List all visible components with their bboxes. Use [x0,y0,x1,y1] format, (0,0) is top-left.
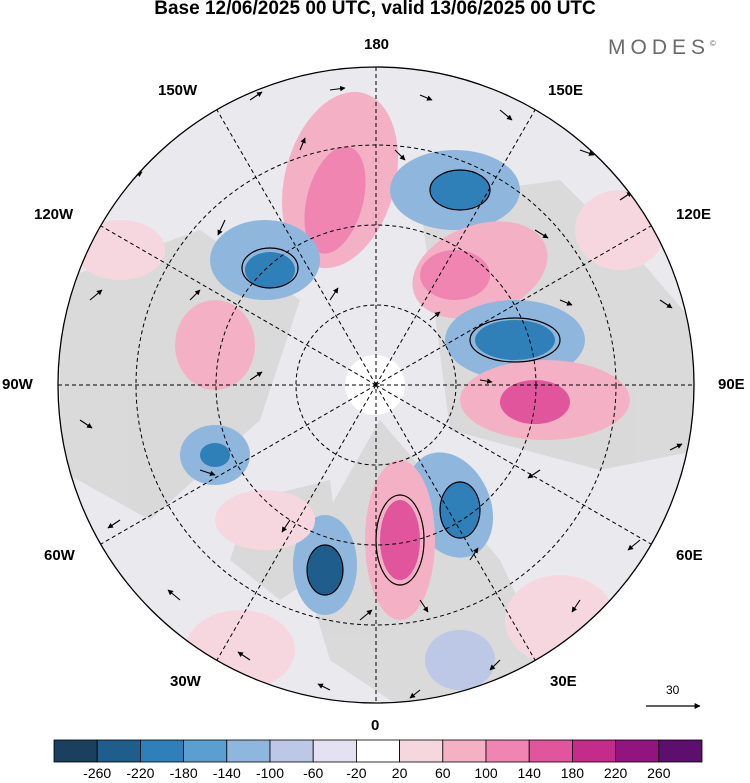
lon-label-30w: 30W [170,673,201,690]
lon-label-120e: 120E [676,206,712,223]
colorbar-swatch [226,739,271,763]
colorbar-swatch [355,739,400,763]
lon-label-90w: 90W [2,376,33,393]
lon-label-90e: 90E [718,376,745,393]
brand-name: MODES [608,36,711,59]
colorbar-tick-label: 140 [517,765,541,781]
colorbar-tick-label: 180 [560,765,585,781]
colorbar-tick-label: -260 [83,765,112,781]
colorbar-tick-label: 260 [647,765,671,781]
colorbar-swatch [528,739,573,763]
colorbar-swatch [572,739,617,763]
colorbar-tick-label: 60 [435,765,451,781]
colorbar-swatch [269,739,314,763]
wind-vectors [79,85,683,699]
colorbar-tick-label: -220 [126,765,155,781]
lon-label-30e: 30E [550,673,577,690]
colorbar-swatch [53,739,98,763]
copyright-mark: © [710,39,716,48]
colorbar-swatch [658,739,703,763]
lon-label-0: 0 [371,717,380,734]
map-title: Base 12/06/2025 00 UTC, valid 13/06/2025… [154,0,596,19]
colorbar-swatch [399,739,444,763]
colorbar-swatch [183,739,228,763]
colorbar-tick-label: -60 [303,765,324,781]
colorbar-swatch [442,739,487,763]
map-disk [58,67,694,703]
lon-label-60w: 60W [44,547,75,564]
colorbar-swatch [485,739,530,763]
reference-vector-label: 30 [666,683,680,697]
colorbar-swatch [96,739,141,763]
disk-border [57,66,695,704]
colorbar-tick-label: 100 [474,765,498,781]
lon-label-60e: 60E [676,547,703,564]
lon-label-180: 180 [364,36,390,53]
colorbar [53,739,703,763]
colorbar-tick-label: 220 [603,765,628,781]
colorbar-swatch [615,739,660,763]
colorbar-tick-label: 20 [391,765,408,781]
lon-label-120w: 120W [34,206,74,223]
colorbar-tick-label: -20 [346,765,367,781]
lon-label-150e: 150E [548,82,584,99]
colorbar-tick-label: -100 [255,765,285,781]
lon-label-150w: 150W [158,82,198,99]
colorbar-tick-label: -140 [212,765,241,781]
colorbar-swatch [139,739,184,763]
anomaly-field [75,91,665,690]
graticule [58,67,694,703]
colorbar-swatch [312,739,357,763]
modes-logo: MODES© [608,36,716,60]
colorbar-tick-label: -180 [169,765,198,781]
